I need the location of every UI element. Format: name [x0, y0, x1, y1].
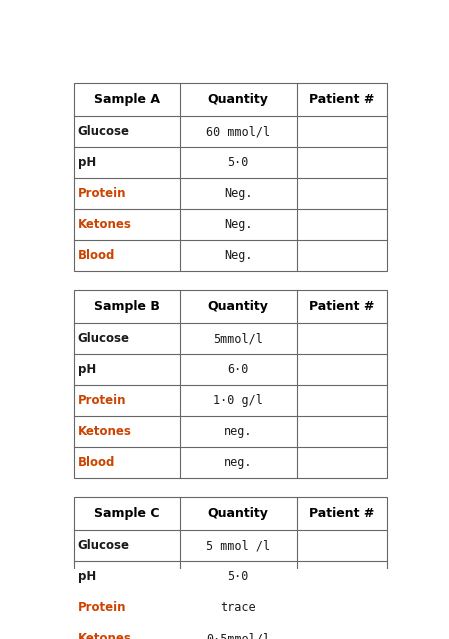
Bar [74, 497, 387, 639]
Text: pH: pH [78, 156, 96, 169]
Text: Patient #: Patient # [309, 507, 374, 520]
Text: Sample A: Sample A [93, 93, 159, 106]
Text: pH: pH [78, 571, 96, 583]
Text: Patient #: Patient # [309, 300, 374, 313]
Text: 60 mmol/l: 60 mmol/l [206, 125, 270, 138]
Text: 5 mmol /l: 5 mmol /l [206, 539, 270, 552]
Text: 5·0: 5·0 [228, 571, 249, 583]
Text: Protein: Protein [78, 394, 126, 407]
Text: Ketones: Ketones [78, 633, 132, 639]
Text: Protein: Protein [78, 601, 126, 614]
Bar [74, 289, 387, 478]
Text: Neg.: Neg. [224, 187, 252, 200]
Text: 1·0 g/l: 1·0 g/l [213, 394, 263, 407]
Text: 5·0: 5·0 [228, 156, 249, 169]
Text: 0·5mmol/l: 0·5mmol/l [206, 633, 270, 639]
Text: Blood: Blood [78, 456, 115, 469]
Text: 6·0: 6·0 [228, 363, 249, 376]
Text: Quantity: Quantity [208, 93, 269, 106]
Text: Ketones: Ketones [78, 218, 132, 231]
Text: Sample B: Sample B [93, 300, 159, 313]
Bar [74, 82, 387, 271]
Text: Quantity: Quantity [208, 300, 269, 313]
Text: neg.: neg. [224, 425, 252, 438]
Text: Glucose: Glucose [78, 539, 130, 552]
Text: Protein: Protein [78, 187, 126, 200]
Text: trace: trace [220, 601, 256, 614]
Text: 5mmol/l: 5mmol/l [213, 332, 263, 345]
Text: Quantity: Quantity [208, 507, 269, 520]
Text: Patient #: Patient # [309, 93, 374, 106]
Text: Ketones: Ketones [78, 425, 132, 438]
Text: Glucose: Glucose [78, 332, 130, 345]
Text: neg.: neg. [224, 456, 252, 469]
Text: Neg.: Neg. [224, 218, 252, 231]
Text: pH: pH [78, 363, 96, 376]
Text: Sample C: Sample C [94, 507, 159, 520]
Text: Neg.: Neg. [224, 249, 252, 262]
Text: Glucose: Glucose [78, 125, 130, 138]
Text: Blood: Blood [78, 249, 115, 262]
